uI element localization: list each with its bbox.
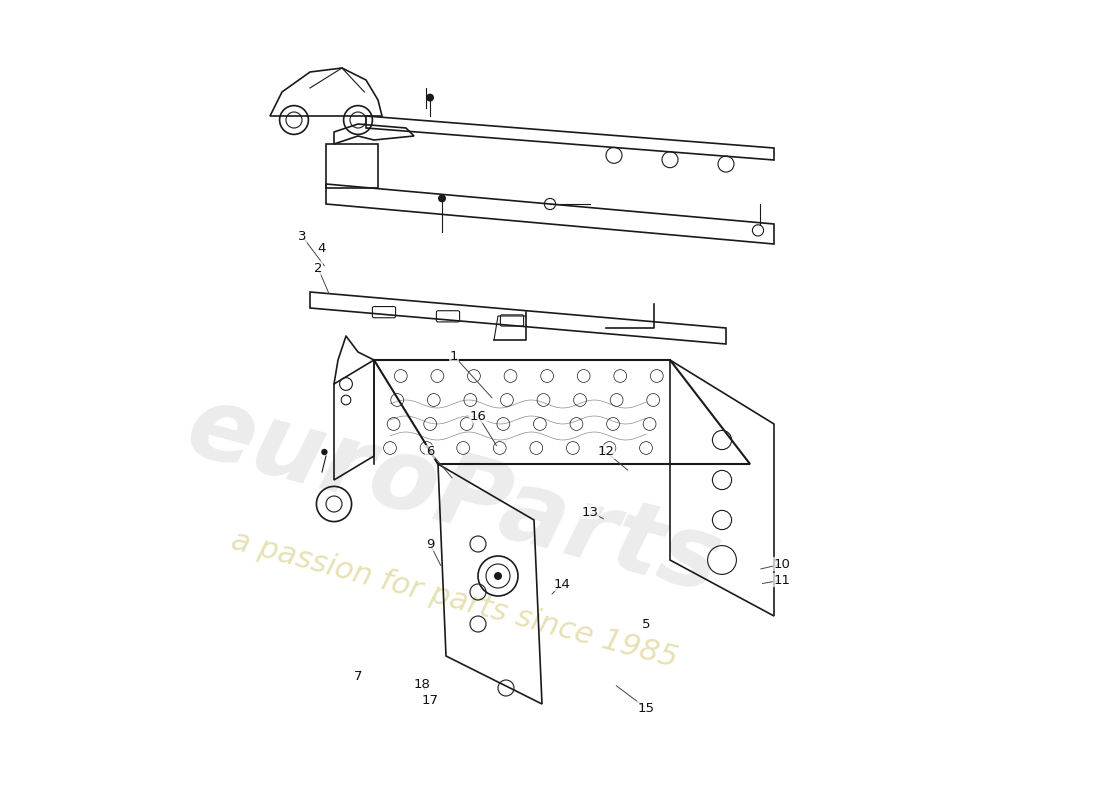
Text: euroParts: euroParts [177,378,732,614]
Text: 9: 9 [426,538,434,550]
Text: 12: 12 [597,446,615,458]
Text: a passion for parts since 1985: a passion for parts since 1985 [228,526,681,674]
Circle shape [426,94,434,102]
Text: 14: 14 [553,578,571,590]
Text: 5: 5 [641,618,650,630]
Text: 4: 4 [318,242,327,254]
Text: 3: 3 [298,230,306,242]
Text: 17: 17 [421,694,439,706]
Circle shape [438,194,446,202]
Text: 18: 18 [414,678,430,690]
Text: 6: 6 [426,446,434,458]
Text: 2: 2 [314,262,322,274]
Text: 15: 15 [638,702,654,714]
Text: 11: 11 [773,574,791,586]
Text: 7: 7 [354,670,362,682]
Circle shape [321,449,328,455]
Text: 10: 10 [773,558,791,570]
Circle shape [494,572,502,580]
Text: 1: 1 [450,350,459,362]
Text: 16: 16 [470,410,486,422]
Text: 13: 13 [582,506,598,518]
